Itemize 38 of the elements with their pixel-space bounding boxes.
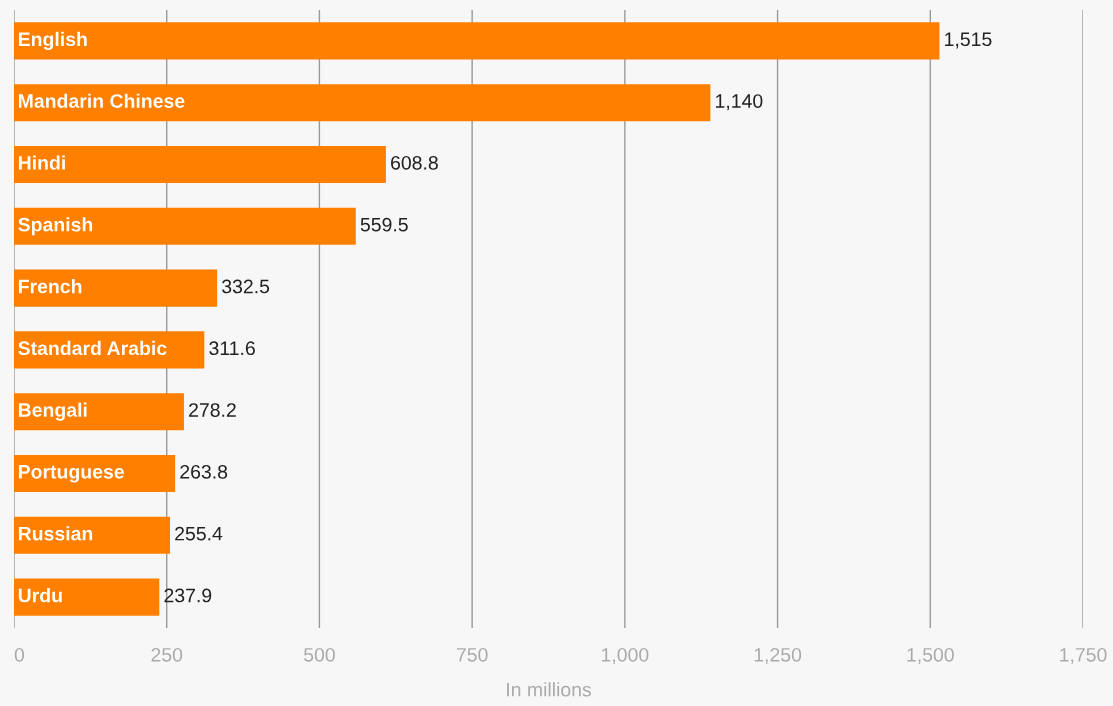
- x-tick-label: 500: [303, 647, 335, 662]
- y-tick-label: Spanish: [18, 217, 93, 236]
- y-tick-label: English: [18, 31, 87, 51]
- y-tick-label: French: [18, 279, 82, 294]
- y-tick-label: Portuguese: [18, 465, 124, 483]
- bar: [14, 269, 218, 307]
- y-tick-label: Urdu: [18, 588, 62, 603]
- y-tick-label: Russian: [18, 526, 93, 541]
- y-tick-label: Bengali: [18, 402, 87, 421]
- y-tick-label: Mandarin Chinese: [18, 93, 185, 108]
- bar: [14, 22, 940, 60]
- data-label: 237.9: [164, 588, 212, 603]
- x-tick-label: 1,000: [602, 647, 649, 665]
- bar: [14, 516, 171, 554]
- data-label: 311.6: [209, 341, 255, 356]
- x-tick-label: 750: [456, 647, 488, 662]
- data-label: 1,515: [945, 32, 992, 49]
- data-label: 255.4: [175, 526, 223, 541]
- bar: [14, 207, 356, 245]
- data-label: 1,140: [716, 94, 763, 111]
- bar: [14, 84, 711, 122]
- data-label: 263.8: [180, 464, 228, 479]
- bar: [14, 393, 184, 431]
- x-tick-label: 1,250: [754, 647, 802, 665]
- data-label: 559.5: [360, 217, 408, 232]
- bar: [14, 454, 176, 493]
- data-label: 278.2: [189, 403, 236, 417]
- bar: [14, 578, 160, 616]
- y-tick-label: Hindi: [18, 155, 65, 170]
- data-label: 332.5: [222, 279, 270, 294]
- x-tick-label: 250: [151, 647, 183, 662]
- y-tick-label: Standard Arabic: [18, 340, 167, 356]
- x-tick-label: 1,500: [907, 647, 954, 665]
- x-axis-title: In millions: [507, 682, 592, 697]
- data-label: 608.8: [391, 155, 438, 170]
- x-tick-label: 1,750: [1060, 647, 1107, 665]
- x-tick-label: 0: [14, 647, 25, 662]
- bar: [14, 145, 386, 184]
